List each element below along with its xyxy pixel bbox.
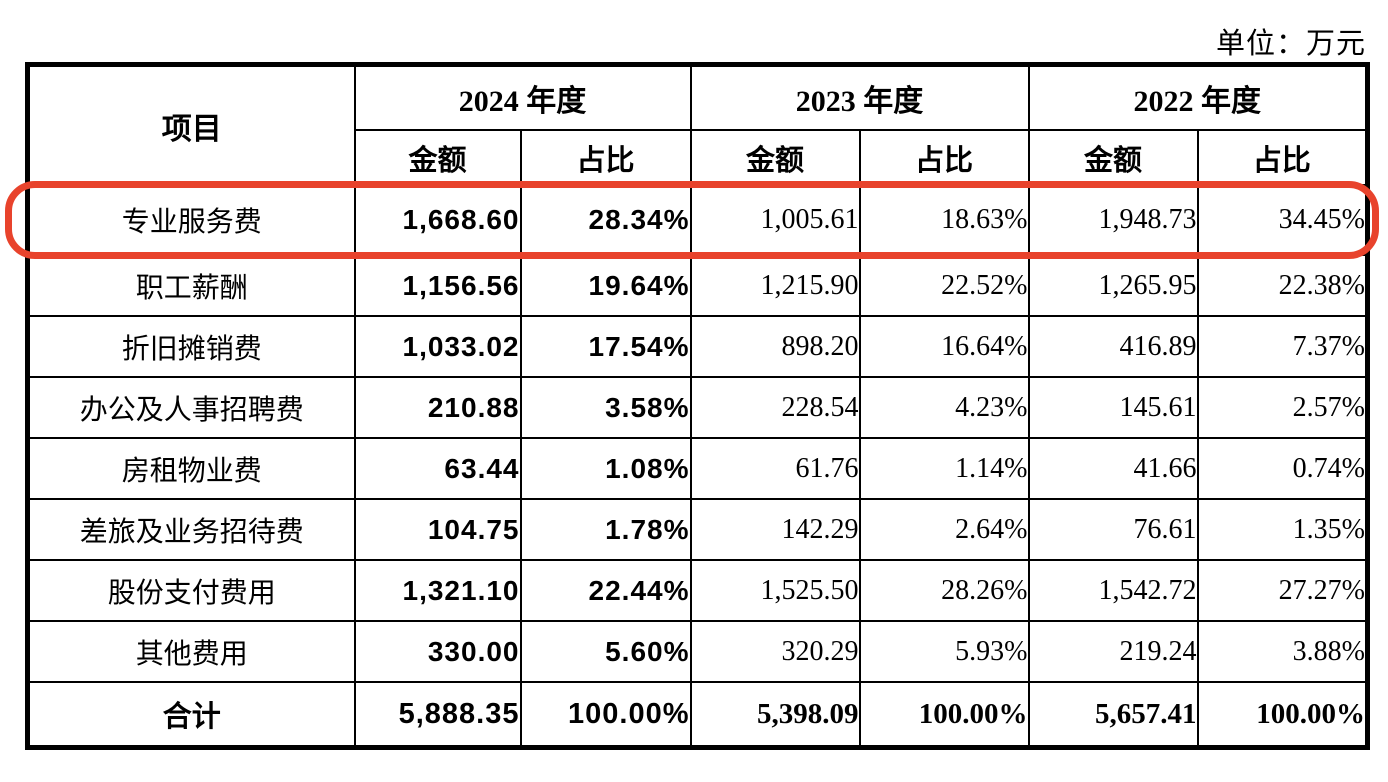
- ratio-2022: 7.37%: [1196, 315, 1369, 378]
- total-amount-2023: 5,398.09: [689, 681, 861, 749]
- ratio-2023: 28.26%: [858, 559, 1030, 622]
- item-label: 其他费用: [26, 620, 356, 683]
- header-year-row: 项目 2024 年度 2023 年度 2022 年度: [26, 63, 1369, 186]
- subheader-amount-2024: 金额: [353, 129, 522, 186]
- table-row-rent-property: 房租物业费 63.44 1.08% 61.76 1.14% 41.66 0.74…: [26, 437, 1369, 500]
- ratio-2024: 22.44%: [519, 559, 692, 622]
- table-row-professional-services: 专业服务费 1,668.60 28.34% 1,005.61 18.63% 1,…: [26, 184, 1369, 256]
- ratio-2023: 22.52%: [858, 254, 1030, 317]
- ratio-2022: 1.35%: [1196, 498, 1369, 561]
- amount-2022: 416.89: [1027, 315, 1199, 378]
- amount-2023: 1,005.61: [689, 184, 861, 256]
- amount-2024: 1,156.56: [353, 254, 522, 317]
- amount-2024: 210.88: [353, 376, 522, 439]
- ratio-2024: 5.60%: [519, 620, 692, 683]
- amount-2024: 330.00: [353, 620, 522, 683]
- item-label: 职工薪酬: [26, 254, 356, 317]
- table-row-depreciation-amortization: 折旧摊销费 1,033.02 17.54% 898.20 16.64% 416.…: [26, 315, 1369, 378]
- total-ratio-2024: 100.00%: [519, 681, 692, 749]
- total-ratio-2022: 100.00%: [1196, 681, 1369, 749]
- amount-2022: 1,948.73: [1027, 184, 1199, 256]
- amount-2022: 41.66: [1027, 437, 1199, 500]
- ratio-2024: 1.08%: [519, 437, 692, 500]
- item-label: 差旅及业务招待费: [26, 498, 356, 561]
- item-label: 办公及人事招聘费: [26, 376, 356, 439]
- amount-2022: 219.24: [1027, 620, 1199, 683]
- table-row-other-expenses: 其他费用 330.00 5.60% 320.29 5.93% 219.24 3.…: [26, 620, 1369, 683]
- table-row-employee-compensation: 职工薪酬 1,156.56 19.64% 1,215.90 22.52% 1,2…: [26, 254, 1369, 317]
- ratio-2023: 4.23%: [858, 376, 1030, 439]
- ratio-2022: 3.88%: [1196, 620, 1369, 683]
- amount-2023: 898.20: [689, 315, 861, 378]
- amount-2022: 1,265.95: [1027, 254, 1199, 317]
- ratio-2023: 2.64%: [858, 498, 1030, 561]
- amount-2024: 63.44: [353, 437, 522, 500]
- ratio-2024: 3.58%: [519, 376, 692, 439]
- column-header-item: 项目: [26, 63, 356, 186]
- ratio-2022: 0.74%: [1196, 437, 1369, 500]
- ratio-2022: 34.45%: [1196, 184, 1369, 256]
- table-row-share-payment: 股份支付费用 1,321.10 22.44% 1,525.50 28.26% 1…: [26, 559, 1369, 622]
- ratio-2024: 1.78%: [519, 498, 692, 561]
- amount-2023: 61.76: [689, 437, 861, 500]
- item-label: 专业服务费: [26, 184, 356, 256]
- amount-2022: 1,542.72: [1027, 559, 1199, 622]
- total-amount-2024: 5,888.35: [353, 681, 522, 749]
- amount-2023: 1,215.90: [689, 254, 861, 317]
- amount-2024: 104.75: [353, 498, 522, 561]
- table-row-office-recruiting: 办公及人事招聘费 210.88 3.58% 228.54 4.23% 145.6…: [26, 376, 1369, 439]
- subheader-amount-2022: 金额: [1027, 129, 1199, 186]
- total-label: 合计: [26, 681, 356, 749]
- ratio-2024: 28.34%: [519, 184, 692, 256]
- ratio-2023: 16.64%: [858, 315, 1030, 378]
- expense-table: 项目 2024 年度 2023 年度 2022 年度 金额 占比 金额 占比 金…: [25, 62, 1370, 750]
- amount-2023: 320.29: [689, 620, 861, 683]
- amount-2022: 145.61: [1027, 376, 1199, 439]
- ratio-2023: 1.14%: [858, 437, 1030, 500]
- subheader-amount-2023: 金额: [689, 129, 861, 186]
- item-label: 房租物业费: [26, 437, 356, 500]
- item-label: 折旧摊销费: [26, 315, 356, 378]
- ratio-2023: 5.93%: [858, 620, 1030, 683]
- amount-2023: 142.29: [689, 498, 861, 561]
- column-header-2023: 2023 年度: [689, 63, 1030, 131]
- item-label: 股份支付费用: [26, 559, 356, 622]
- ratio-2022: 2.57%: [1196, 376, 1369, 439]
- table-row-total: 合计 5,888.35 100.00% 5,398.09 100.00% 5,6…: [26, 681, 1369, 749]
- column-header-2022: 2022 年度: [1027, 63, 1369, 131]
- amount-2023: 1,525.50: [689, 559, 861, 622]
- table-row-travel-entertainment: 差旅及业务招待费 104.75 1.78% 142.29 2.64% 76.61…: [26, 498, 1369, 561]
- ratio-2022: 22.38%: [1196, 254, 1369, 317]
- amount-2024: 1,668.60: [353, 184, 522, 256]
- amount-2022: 76.61: [1027, 498, 1199, 561]
- ratio-2024: 17.54%: [519, 315, 692, 378]
- subheader-ratio-2022: 占比: [1196, 129, 1369, 186]
- subheader-ratio-2024: 占比: [519, 129, 692, 186]
- ratio-2022: 27.27%: [1196, 559, 1369, 622]
- unit-label: 单位：万元: [1215, 28, 1366, 60]
- ratio-2023: 18.63%: [858, 184, 1030, 256]
- amount-2023: 228.54: [689, 376, 861, 439]
- total-amount-2022: 5,657.41: [1027, 681, 1199, 749]
- amount-2024: 1,033.02: [353, 315, 522, 378]
- ratio-2024: 19.64%: [519, 254, 692, 317]
- amount-2024: 1,321.10: [353, 559, 522, 622]
- subheader-ratio-2023: 占比: [858, 129, 1030, 186]
- column-header-2024: 2024 年度: [353, 63, 692, 131]
- total-ratio-2023: 100.00%: [858, 681, 1030, 749]
